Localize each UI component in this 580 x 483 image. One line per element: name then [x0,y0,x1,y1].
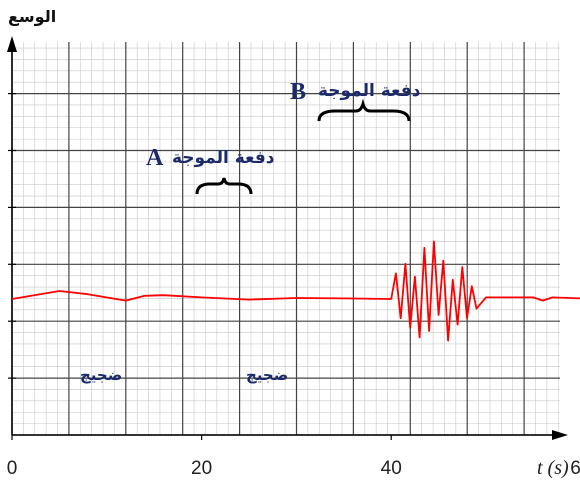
x-axis-title: t (s) [537,457,569,479]
wave-a-label: دفعة الموجة [172,148,275,168]
y-tick-group [8,92,16,379]
wave-b-letter: B [290,79,306,105]
brace-b-icon [317,98,411,122]
noise-label-1: ضجيج [80,366,122,384]
x-tick-label: 0 [7,458,18,479]
wave-a-letter: A [146,145,164,171]
wave-b-label: دفعة الموجة [318,81,421,101]
noise-label-2: ضجيج [246,366,288,384]
x-tick-label: 20 [191,458,212,479]
x-tick-label: 40 [381,458,402,479]
y-axis-title: الوسع [8,7,56,26]
signal-series-line [11,240,580,342]
brace-a-icon [195,177,253,195]
x-axis-arrow-icon [552,430,568,440]
y-axis-arrow-icon [7,36,17,52]
x-tick-group: 020406080100 [7,435,580,479]
x-tick-label: 60 [570,458,580,479]
